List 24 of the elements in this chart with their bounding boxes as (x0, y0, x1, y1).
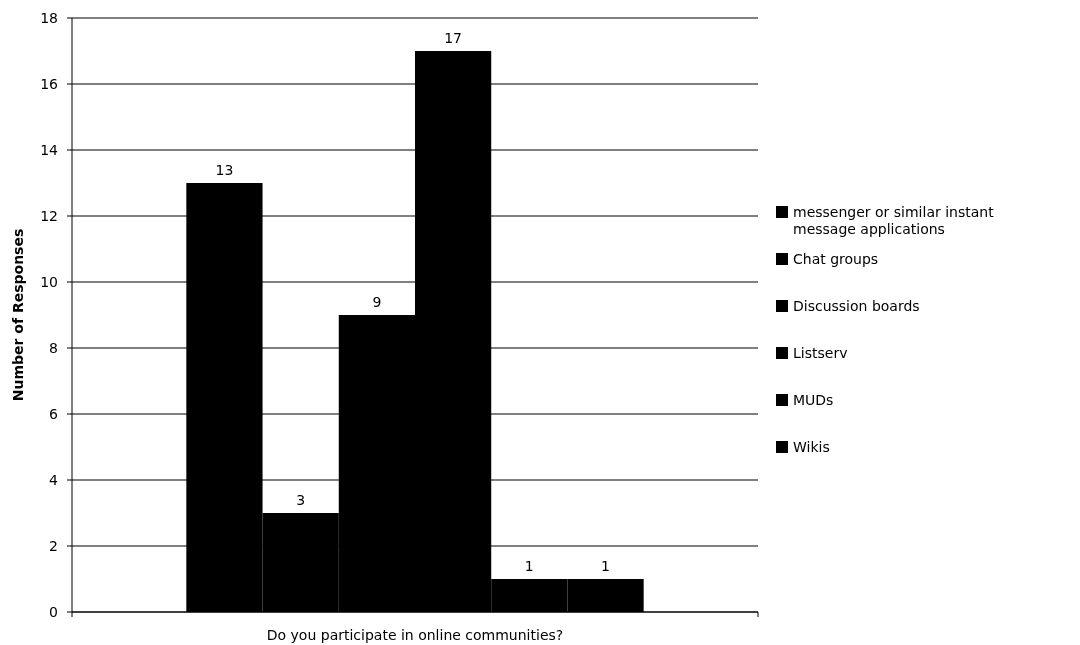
y-tick-label: 2 (49, 538, 58, 554)
y-tick-label: 18 (40, 10, 58, 26)
legend-label: Chat groups (793, 251, 879, 267)
data-label: 9 (372, 294, 382, 310)
y-tick-label: 8 (49, 340, 58, 356)
y-axis-title: Number of Responses (10, 228, 26, 402)
y-tick-label: 14 (40, 142, 59, 158)
legend-label: messenger or similar instant message applications (793, 204, 995, 237)
legend-label: Wikis (793, 439, 830, 455)
data-label: 13 (215, 162, 234, 178)
y-tick-label: 0 (49, 604, 58, 620)
legend-label: MUDs (793, 392, 834, 408)
y-tick-label: 12 (40, 208, 58, 224)
data-label: 1 (601, 558, 611, 574)
y-tick-label: 6 (49, 406, 59, 422)
data-label: 17 (444, 30, 463, 46)
x-axis-title: Do you participate in online communities? (266, 627, 564, 643)
y-tick-label: 10 (40, 274, 58, 290)
data-label: 1 (524, 558, 534, 574)
legend-label: Listserv (793, 345, 848, 361)
y-tick-label: 4 (49, 472, 59, 488)
y-tick-label: 16 (40, 76, 59, 92)
data-label: 3 (296, 492, 306, 508)
legend-label: Discussion boards (793, 298, 920, 314)
